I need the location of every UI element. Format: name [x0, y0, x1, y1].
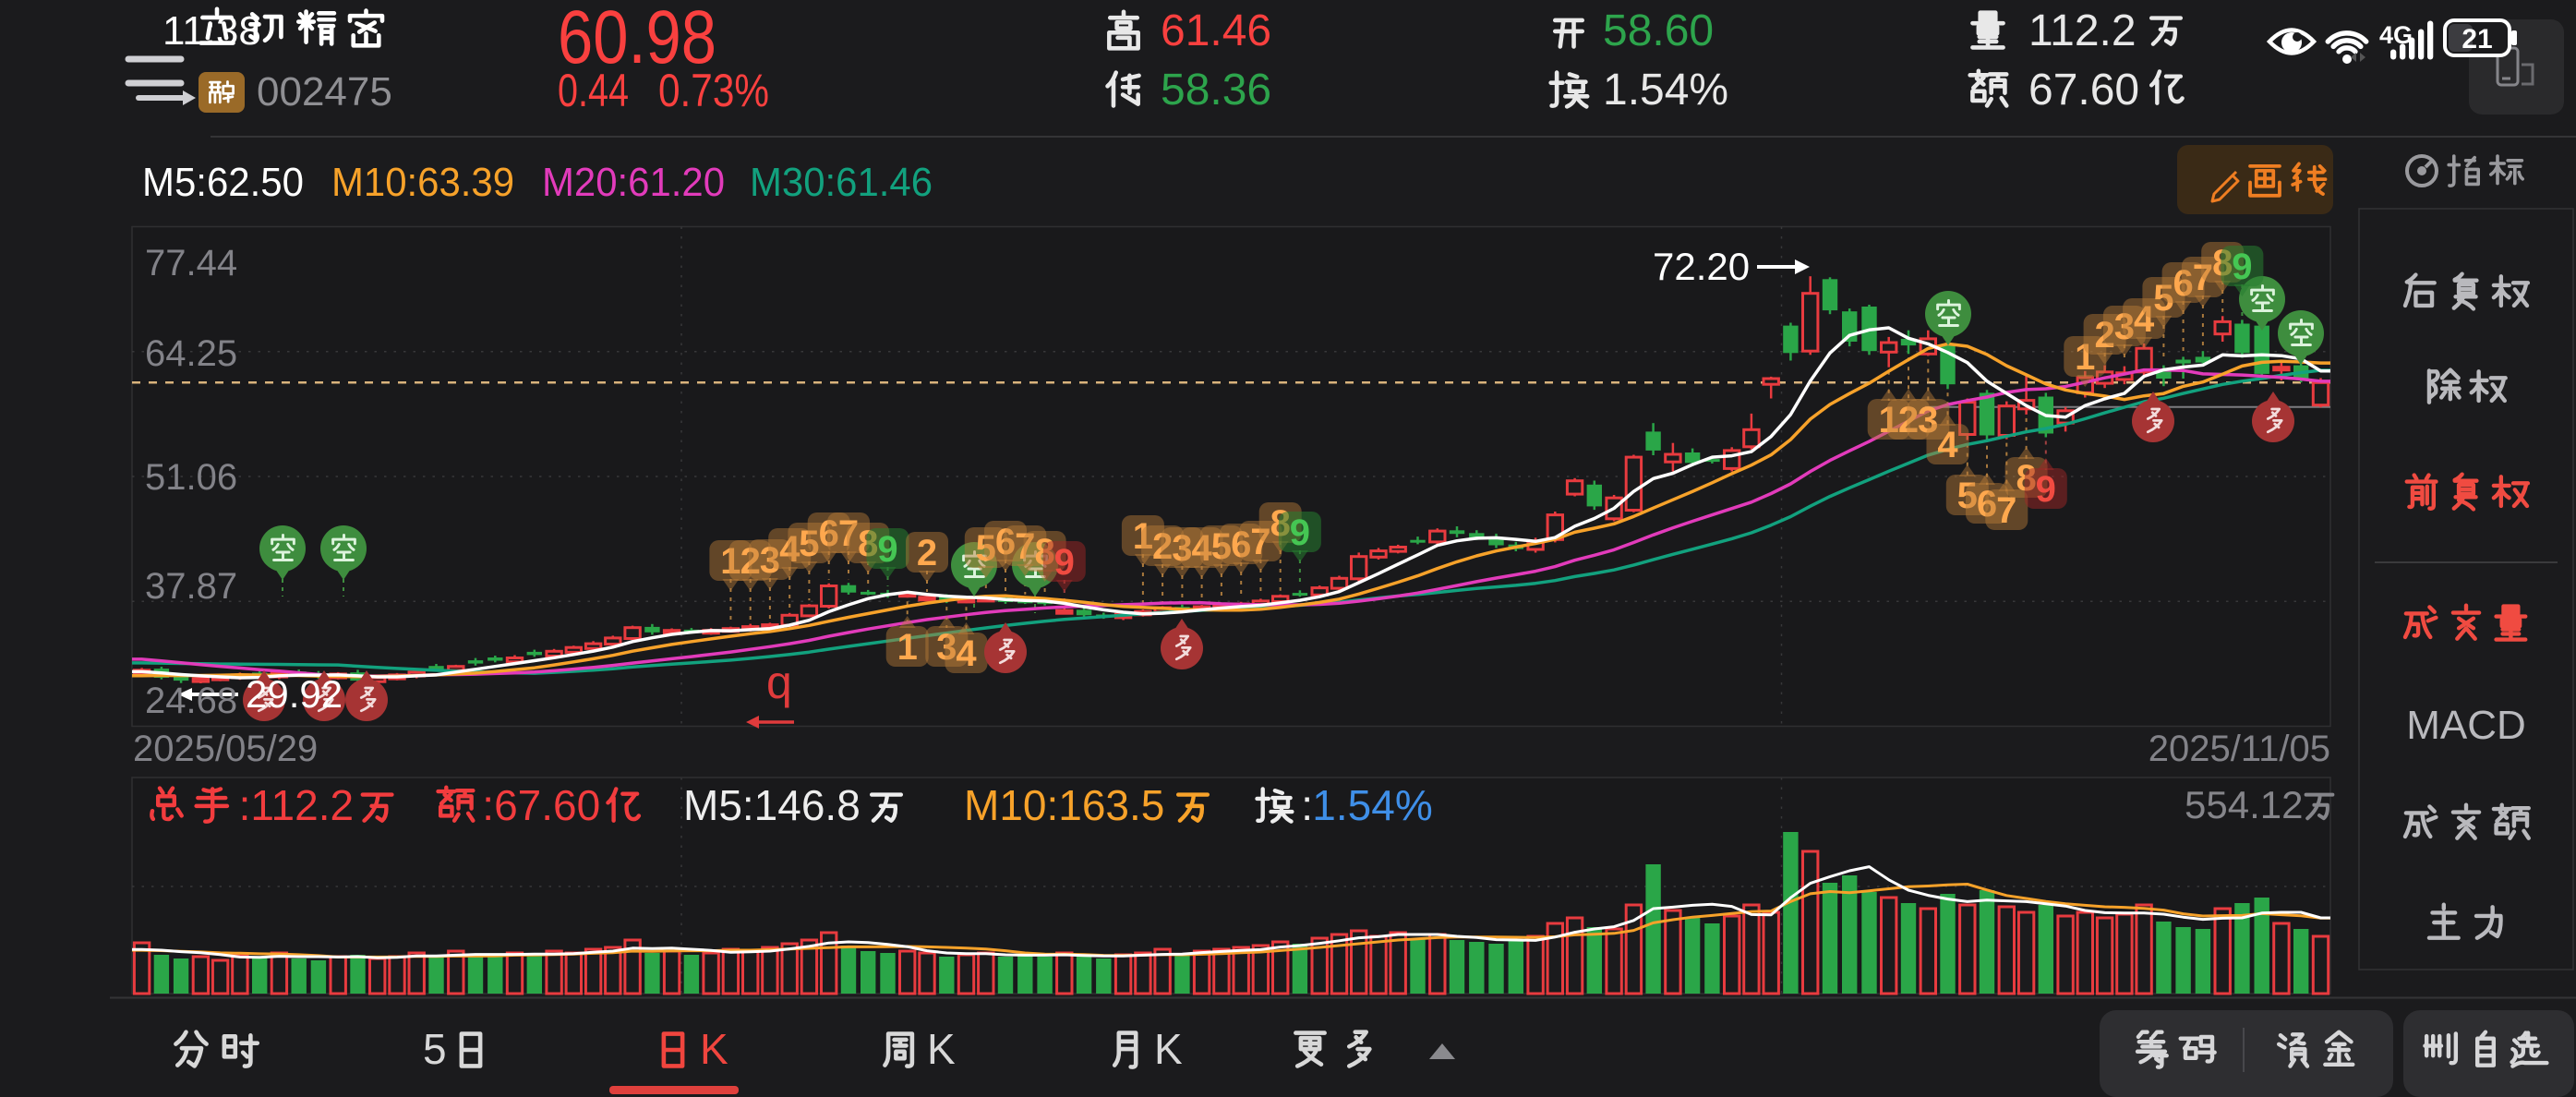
svg-text:5: 5	[976, 528, 996, 569]
svg-text:37.87: 37.87	[145, 566, 237, 607]
svg-text:9: 9	[877, 529, 897, 570]
svg-text:0.44: 0.44	[558, 65, 629, 116]
svg-text:1: 1	[2075, 337, 2095, 378]
svg-text:9: 9	[1290, 512, 1310, 553]
svg-text:4: 4	[956, 633, 977, 674]
svg-text::112.2: :112.2	[239, 781, 354, 829]
svg-text:3: 3	[1918, 400, 1938, 440]
svg-text:K: K	[700, 1025, 728, 1073]
svg-text:M20:61.20: M20:61.20	[542, 160, 725, 205]
svg-text:2: 2	[1152, 526, 1173, 567]
svg-text:4: 4	[779, 529, 800, 570]
svg-text:1: 1	[1879, 400, 1899, 440]
svg-text:77.44: 77.44	[145, 243, 237, 283]
svg-text:2025/05/29: 2025/05/29	[133, 729, 318, 769]
svg-text:9: 9	[2036, 469, 2056, 510]
svg-text:M10:163.5: M10:163.5	[964, 781, 1164, 829]
svg-text:K: K	[1154, 1025, 1183, 1073]
svg-text:M5:62.50: M5:62.50	[142, 160, 304, 205]
svg-text:5: 5	[2153, 278, 2173, 319]
svg-text:7: 7	[2193, 258, 2213, 298]
svg-text:4: 4	[1937, 425, 1958, 465]
svg-text:58.36: 58.36	[1161, 66, 1271, 115]
svg-text:51.06: 51.06	[145, 457, 237, 498]
svg-text:q: q	[766, 657, 792, 708]
svg-text:7: 7	[1250, 522, 1270, 562]
svg-text:21: 21	[2462, 24, 2492, 54]
svg-text:112.2: 112.2	[2028, 6, 2137, 55]
svg-text:24.68: 24.68	[145, 681, 237, 721]
svg-text:1: 1	[897, 627, 918, 668]
svg-text:M10:63.39: M10:63.39	[331, 160, 514, 205]
svg-text:1: 1	[1133, 516, 1153, 557]
svg-text:6: 6	[995, 522, 1016, 562]
svg-text:61.46: 61.46	[1161, 6, 1271, 55]
svg-text:554.12: 554.12	[2185, 783, 2303, 826]
svg-text:7: 7	[1015, 526, 1035, 567]
svg-text:9: 9	[2232, 247, 2252, 287]
svg-text:7: 7	[838, 513, 859, 554]
svg-text:0.73%: 0.73%	[658, 65, 769, 116]
svg-text:64.25: 64.25	[145, 333, 237, 374]
svg-text:K: K	[927, 1025, 956, 1073]
svg-text:11:38: 11:38	[163, 8, 261, 54]
svg-text:4G: 4G	[2379, 21, 2413, 49]
svg-text:3: 3	[1172, 528, 1192, 569]
svg-text:1.54%: 1.54%	[1312, 781, 1432, 829]
svg-text:3: 3	[760, 540, 780, 581]
svg-text:5: 5	[423, 1025, 447, 1073]
svg-text:4: 4	[2134, 299, 2155, 340]
svg-text::: :	[1301, 781, 1313, 829]
svg-text:7: 7	[1996, 490, 2016, 531]
svg-text:60.98: 60.98	[558, 0, 716, 79]
svg-text:5: 5	[799, 524, 819, 564]
svg-text:58.60: 58.60	[1603, 6, 1714, 55]
svg-text:002475: 002475	[257, 69, 392, 115]
svg-text:1: 1	[720, 541, 740, 582]
svg-text:6: 6	[2173, 263, 2193, 304]
svg-text:9: 9	[1054, 542, 1075, 583]
svg-text:MACD: MACD	[2406, 703, 2526, 748]
svg-text:3: 3	[2114, 307, 2135, 347]
svg-text:3: 3	[936, 627, 957, 668]
svg-text:4: 4	[1191, 528, 1212, 569]
svg-text:2: 2	[2094, 315, 2114, 356]
svg-text:6: 6	[1977, 484, 1997, 524]
svg-text:1.54%: 1.54%	[1603, 66, 1728, 115]
svg-text:5: 5	[1211, 526, 1232, 567]
svg-text:2: 2	[917, 533, 937, 573]
svg-text:67.60: 67.60	[2028, 66, 2139, 115]
svg-text::67.60: :67.60	[482, 781, 600, 829]
svg-text:6: 6	[819, 513, 839, 554]
svg-text:2: 2	[740, 541, 761, 582]
svg-text:5: 5	[1957, 476, 1978, 516]
svg-text:2025/11/05: 2025/11/05	[2149, 729, 2330, 769]
svg-text:M5:146.8: M5:146.8	[683, 781, 861, 829]
svg-text:72.20: 72.20	[1653, 245, 1750, 288]
svg-text:6: 6	[1231, 524, 1251, 565]
svg-text:2: 2	[1898, 400, 1919, 440]
svg-text:M30:61.46: M30:61.46	[750, 160, 933, 205]
svg-text:29.92: 29.92	[246, 672, 343, 716]
